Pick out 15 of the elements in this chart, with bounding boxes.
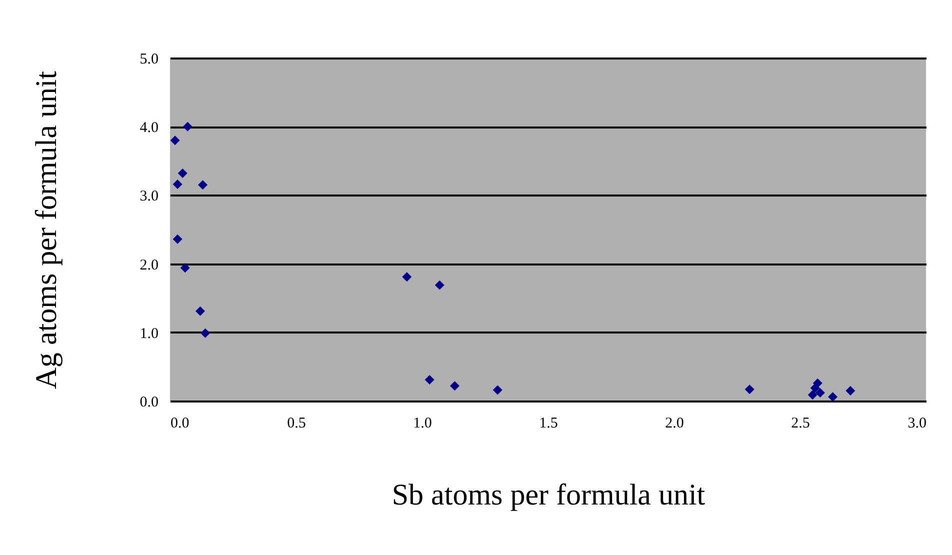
x-tick-label: 1.0 [413, 416, 432, 432]
x-tick-label: 2.0 [665, 416, 684, 432]
x-tick-label: 0.0 [170, 416, 190, 432]
x-tick-label: 1.5 [539, 416, 558, 432]
y-tick-label: 5.0 [140, 52, 158, 68]
x-tick-label: 3.0 [908, 416, 926, 432]
x-axis-title: Sb atoms per formula unit [392, 478, 706, 512]
y-tick-label: 1.0 [140, 326, 158, 342]
x-tick-label: 2.5 [791, 416, 810, 432]
y-tick-label: 3.0 [140, 188, 158, 205]
y-tick-label: 4.0 [140, 120, 158, 136]
x-tick-label: 0.5 [287, 416, 306, 432]
y-tick-label: 2.0 [140, 257, 158, 274]
y-tick-label: 0.0 [140, 394, 158, 410]
y-axis-title: Ag atoms per formula unit [30, 70, 63, 390]
